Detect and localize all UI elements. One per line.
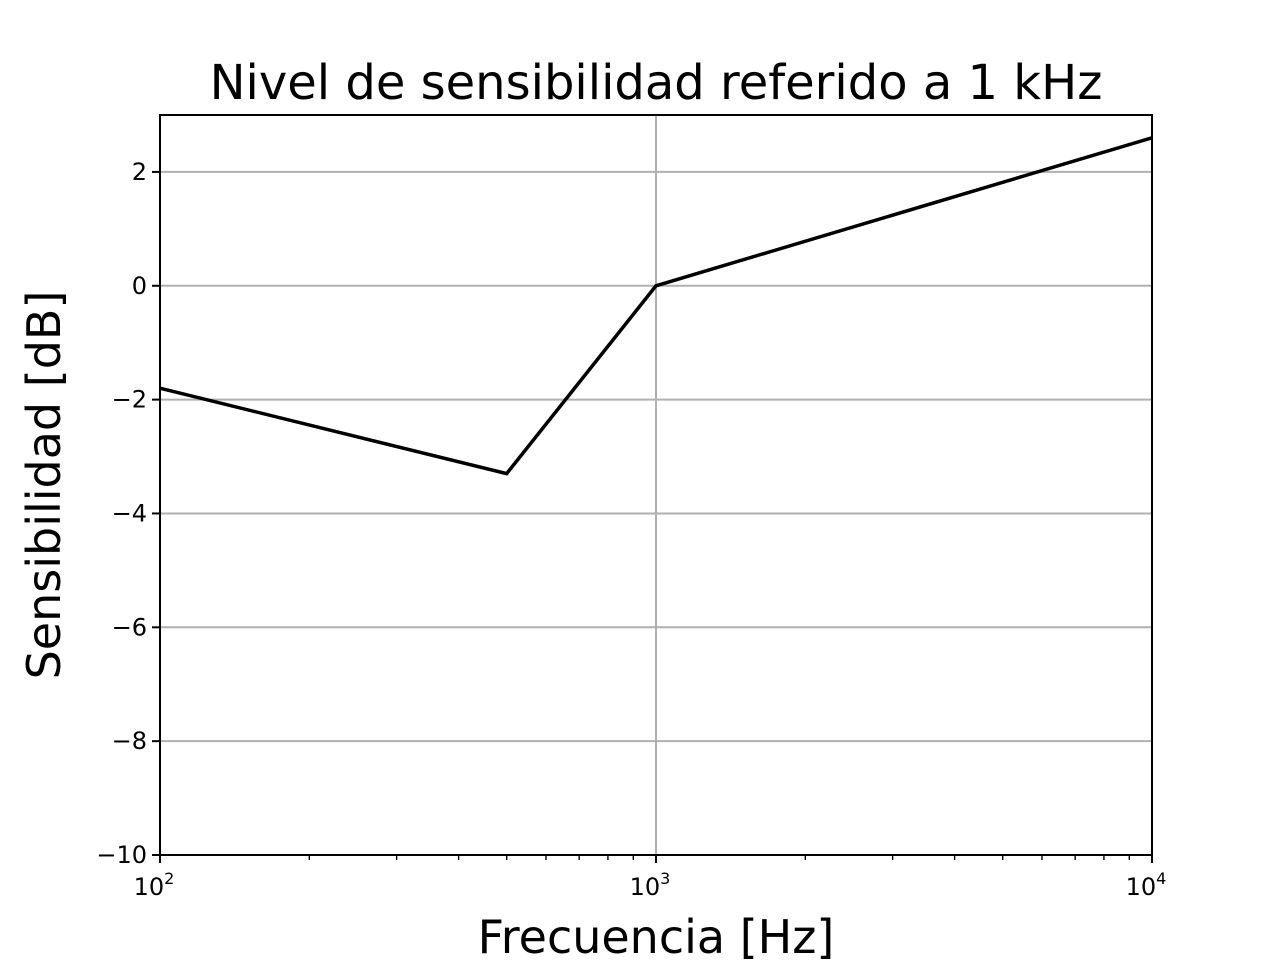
x-tick-label: 102 <box>134 869 175 901</box>
y-axis-label: Sensibilidad [dB] <box>17 291 71 680</box>
y-tick-label: −10 <box>96 841 147 869</box>
axis-ticks <box>152 170 1153 863</box>
y-tick-label: 0 <box>132 272 147 300</box>
series-line <box>159 136 1153 476</box>
x-tick-label: 103 <box>630 869 671 901</box>
x-axis-tick-labels: 102 103 104 <box>134 869 1167 901</box>
series-layer <box>159 136 1153 476</box>
y-tick-label: 2 <box>132 158 147 186</box>
y-tick-label: −2 <box>112 386 147 414</box>
x-axis-label: Frecuencia [Hz] <box>478 910 835 960</box>
y-tick-label: −8 <box>112 727 147 755</box>
y-tick-label: −4 <box>112 499 147 527</box>
y-tick-label: −6 <box>112 613 147 641</box>
chart-title: Nivel de sensibilidad referido a 1 kHz <box>210 55 1103 111</box>
y-axis-tick-labels: −10 −8 −6 −4 −2 0 2 <box>96 158 147 869</box>
x-tick-label: 104 <box>1126 869 1167 901</box>
grid-lines <box>160 115 1152 855</box>
